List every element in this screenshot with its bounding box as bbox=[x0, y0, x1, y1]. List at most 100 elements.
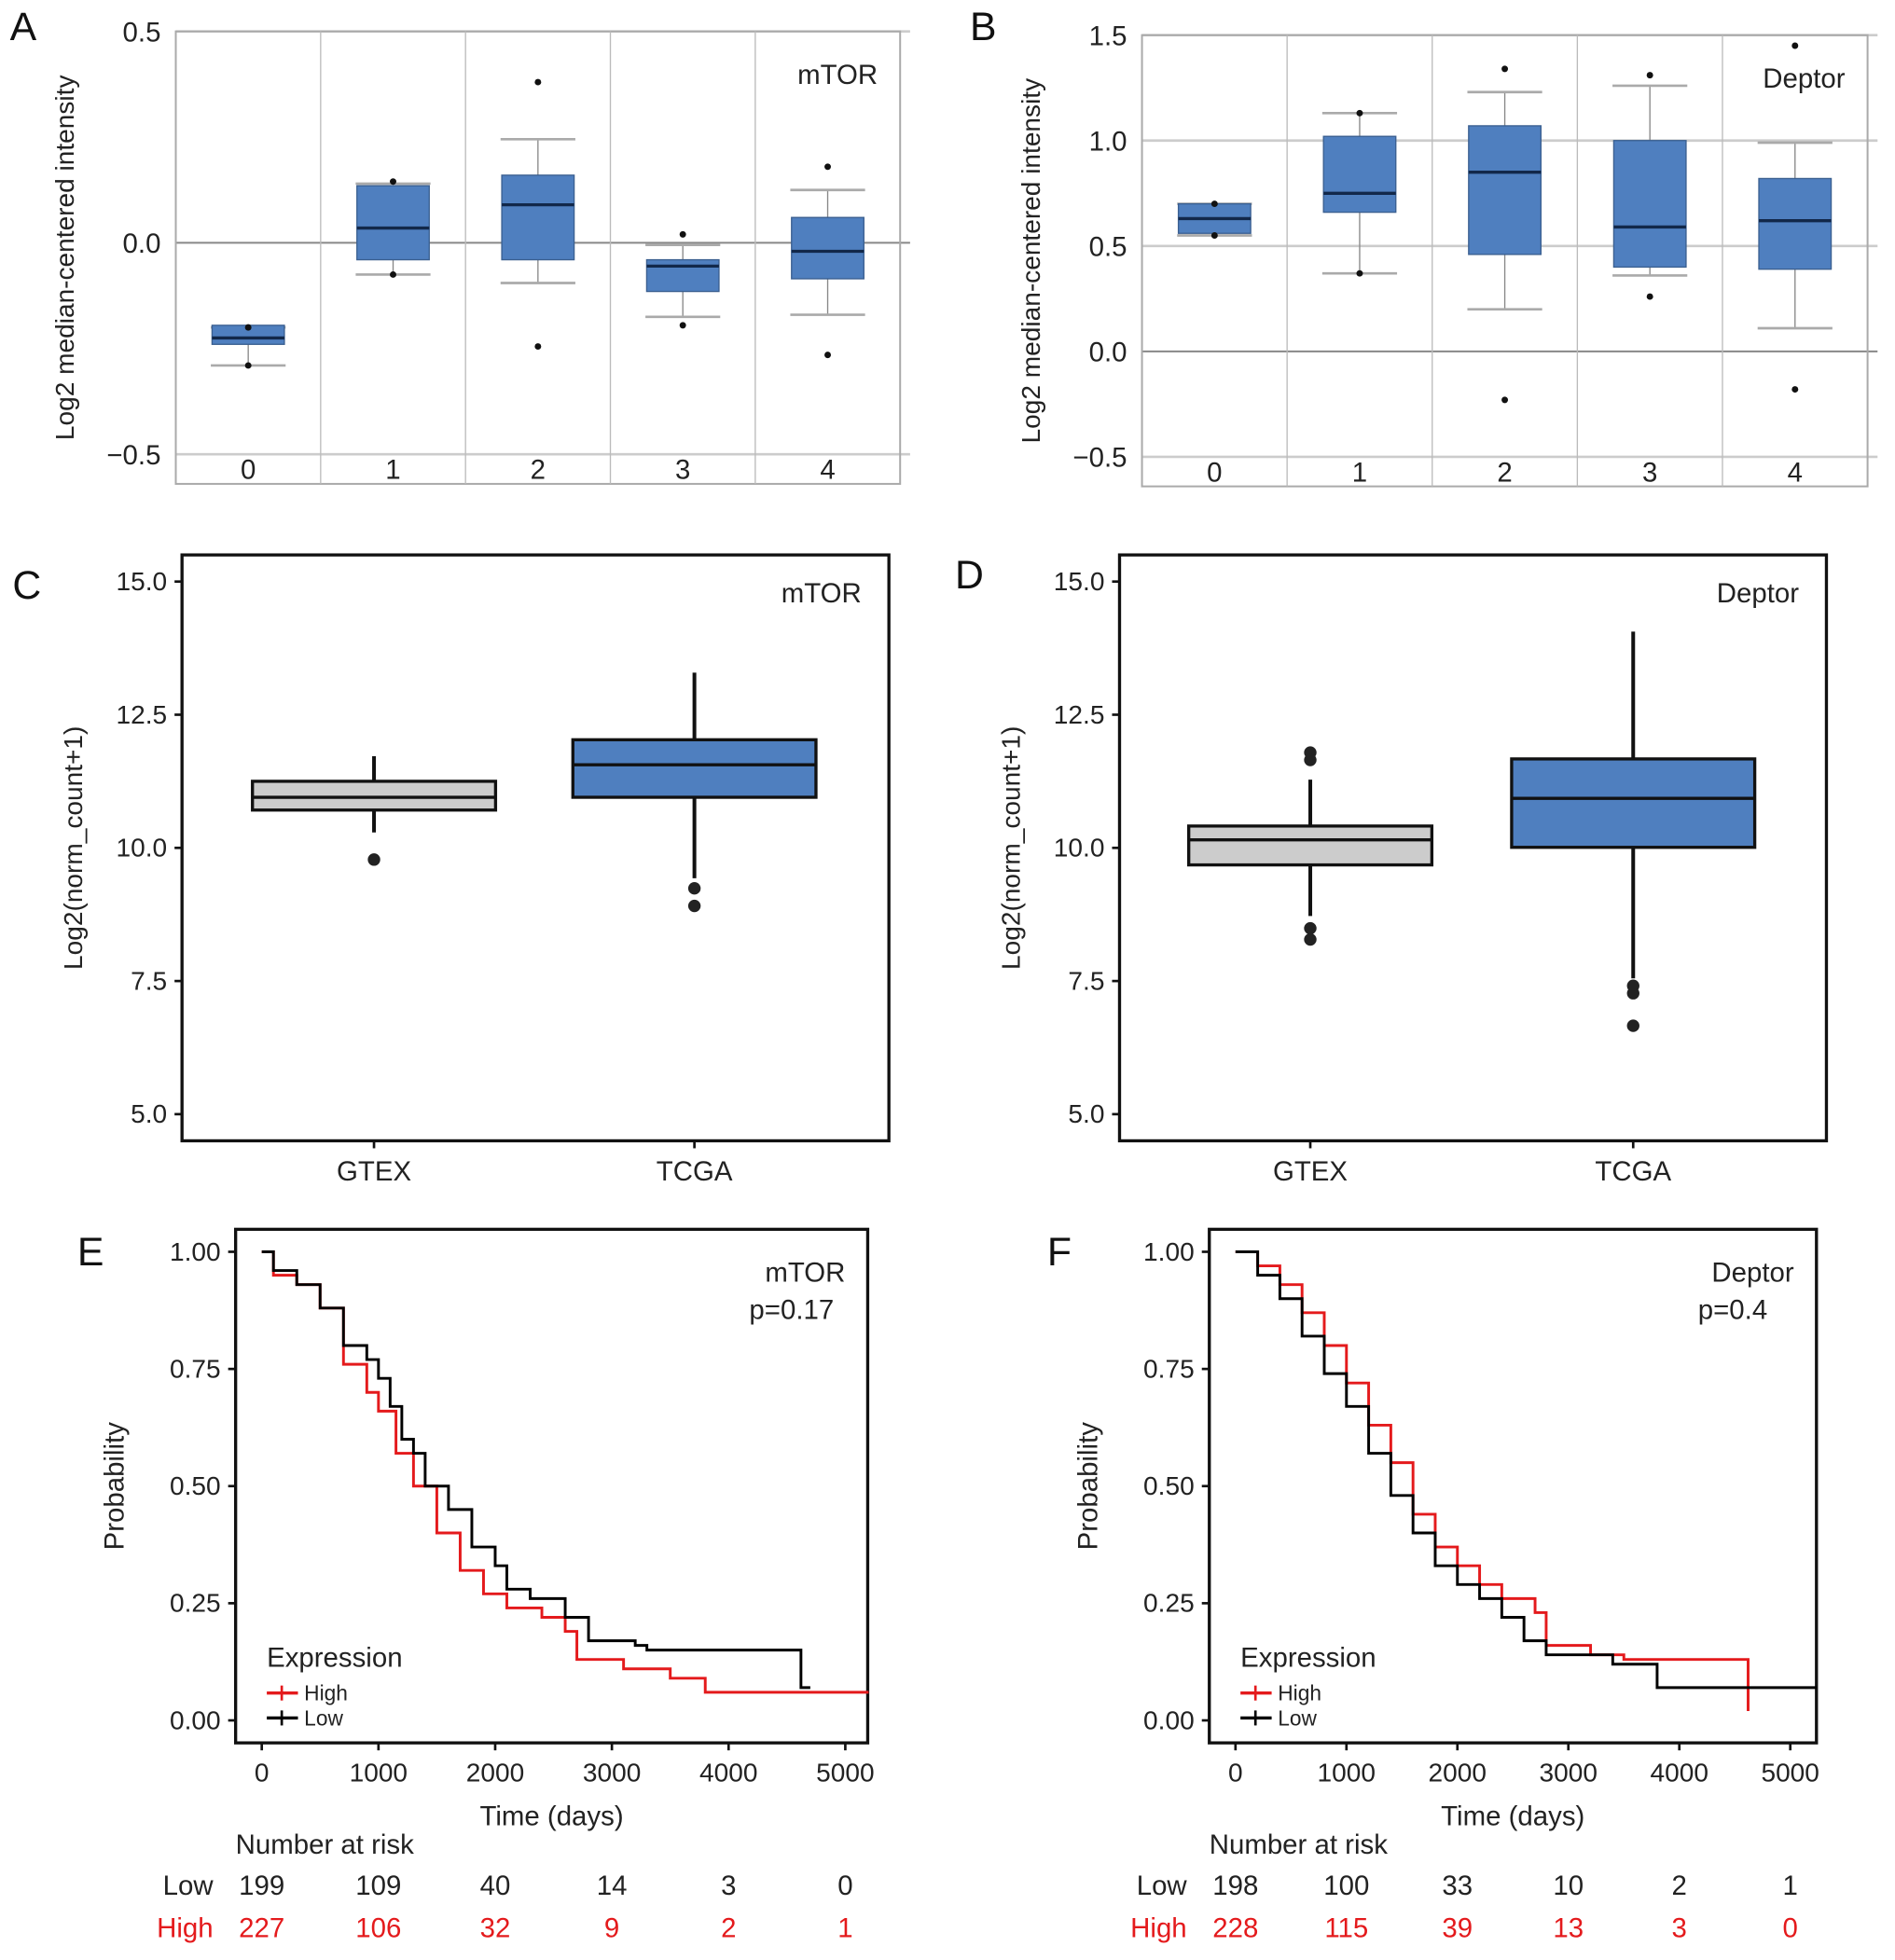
y-tick-label: 7.5 bbox=[1068, 966, 1104, 995]
x-tick-label: 4 bbox=[1788, 457, 1803, 488]
y-tick-label: 0.5 bbox=[123, 17, 161, 48]
y-tick-label: 0.0 bbox=[1089, 338, 1127, 368]
outlier-point bbox=[390, 178, 396, 186]
panel-label-c: C bbox=[12, 563, 41, 608]
risk-count: 199 bbox=[239, 1870, 284, 1901]
y-tick-label: −0.5 bbox=[1072, 443, 1127, 474]
x-tick-label: 3 bbox=[1642, 457, 1657, 488]
p-value: p=0.17 bbox=[749, 1295, 834, 1326]
box bbox=[1758, 177, 1833, 270]
plot-frame bbox=[174, 30, 902, 485]
x-tick-label: 4000 bbox=[1651, 1759, 1708, 1787]
risk-row-label-high: High bbox=[157, 1913, 213, 1944]
y-tick-label: 0.75 bbox=[170, 1354, 221, 1383]
box bbox=[501, 174, 575, 261]
outlier-point bbox=[1501, 65, 1509, 73]
risk-row-label-high: High bbox=[1130, 1913, 1186, 1944]
gene-annotation: mTOR bbox=[797, 60, 878, 90]
plot-frame bbox=[1117, 553, 1829, 1143]
y-tick-label: 15.0 bbox=[1054, 567, 1105, 596]
risk-count: 3 bbox=[721, 1870, 736, 1901]
y-axis-title: Log2(norm_count+1) bbox=[997, 726, 1026, 970]
y-tick-label: −0.5 bbox=[106, 440, 160, 471]
outlier-point bbox=[1626, 987, 1639, 1000]
risk-count: 0 bbox=[1783, 1913, 1798, 1944]
outlier-point bbox=[824, 352, 832, 359]
risk-count: 14 bbox=[597, 1870, 628, 1901]
survival-curve-low bbox=[1235, 1250, 1817, 1690]
risk-count: 2 bbox=[1672, 1870, 1687, 1901]
outlier-point bbox=[824, 163, 832, 171]
gene-annotation: mTOR bbox=[765, 1258, 845, 1289]
y-tick-label: 7.5 bbox=[131, 966, 167, 995]
risk-count: 227 bbox=[239, 1913, 284, 1944]
outlier-point bbox=[534, 78, 542, 86]
y-tick-label: 0.75 bbox=[1143, 1354, 1195, 1383]
y-tick-label: 0.00 bbox=[1143, 1705, 1195, 1734]
y-tick-label: 0.25 bbox=[170, 1589, 221, 1618]
gene-annotation: Deptor bbox=[1711, 1258, 1793, 1289]
outlier-point bbox=[390, 270, 396, 278]
x-tick-label: 4 bbox=[820, 455, 835, 486]
panel-label-f: F bbox=[1047, 1230, 1072, 1275]
x-tick-label: 2 bbox=[531, 455, 546, 486]
box bbox=[1187, 824, 1434, 867]
x-tick-label: 1000 bbox=[350, 1759, 408, 1787]
gene-annotation: Deptor bbox=[1717, 578, 1799, 609]
outlier-point bbox=[534, 343, 542, 351]
box bbox=[1322, 135, 1397, 214]
y-tick-label: 0.50 bbox=[1143, 1471, 1195, 1500]
risk-count: 32 bbox=[480, 1913, 511, 1944]
y-tick-label: 5.0 bbox=[131, 1099, 167, 1128]
y-tick-label: 12.5 bbox=[1054, 700, 1105, 729]
outlier-point bbox=[1791, 42, 1799, 49]
x-tick-label: 1 bbox=[1352, 457, 1367, 488]
legend-title: Expression bbox=[267, 1643, 402, 1674]
outlier-point bbox=[1626, 1019, 1639, 1032]
x-axis-title: Time (days) bbox=[479, 1801, 623, 1831]
x-tick-label: TCGA bbox=[1595, 1156, 1671, 1187]
box bbox=[1612, 140, 1687, 269]
panel-label-e: E bbox=[77, 1230, 104, 1275]
x-tick-label: 5000 bbox=[816, 1759, 874, 1787]
outlier-point bbox=[679, 322, 686, 329]
legend-title: Expression bbox=[1240, 1643, 1376, 1674]
risk-row-label-low: Low bbox=[1137, 1870, 1188, 1901]
risk-count: 0 bbox=[837, 1870, 852, 1901]
x-tick-label: TCGA bbox=[657, 1156, 733, 1187]
panel-label-d: D bbox=[955, 553, 984, 598]
panel-label-b: B bbox=[970, 5, 997, 49]
x-tick-label: 0 bbox=[1228, 1759, 1243, 1787]
x-tick-label: 2000 bbox=[1429, 1759, 1487, 1787]
risk-count: 1 bbox=[837, 1913, 852, 1944]
box bbox=[645, 258, 720, 293]
y-tick-label: 0.25 bbox=[1143, 1589, 1195, 1618]
x-tick-label: 0 bbox=[1207, 457, 1222, 488]
outlier-point bbox=[1210, 200, 1218, 208]
risk-count: 109 bbox=[355, 1870, 401, 1901]
outlier-point bbox=[1304, 753, 1317, 766]
outlier-point bbox=[1646, 72, 1653, 79]
outlier-point bbox=[1304, 921, 1317, 935]
risk-count: 228 bbox=[1212, 1913, 1258, 1944]
x-tick-label: 2 bbox=[1497, 457, 1512, 488]
y-axis-title: Probability bbox=[1072, 1422, 1103, 1551]
gene-annotation: Deptor bbox=[1763, 63, 1845, 94]
x-tick-label: 1 bbox=[385, 455, 400, 486]
gene-annotation: mTOR bbox=[782, 578, 862, 609]
outlier-point bbox=[1304, 932, 1317, 946]
risk-count: 115 bbox=[1324, 1913, 1368, 1944]
y-tick-label: 10.0 bbox=[117, 834, 168, 863]
outlier-point bbox=[244, 362, 252, 369]
risk-count: 3 bbox=[1672, 1913, 1687, 1944]
outlier-point bbox=[367, 853, 380, 866]
y-tick-label: 1.0 bbox=[1089, 126, 1127, 157]
y-axis-title: Probability bbox=[99, 1422, 130, 1551]
outlier-point bbox=[1646, 293, 1653, 300]
x-tick-label: 5000 bbox=[1761, 1759, 1819, 1787]
risk-count: 106 bbox=[355, 1913, 401, 1944]
x-tick-label: 0 bbox=[241, 455, 256, 486]
risk-table-title: Number at risk bbox=[236, 1829, 414, 1860]
outlier-point bbox=[1501, 396, 1509, 404]
box bbox=[791, 216, 865, 280]
